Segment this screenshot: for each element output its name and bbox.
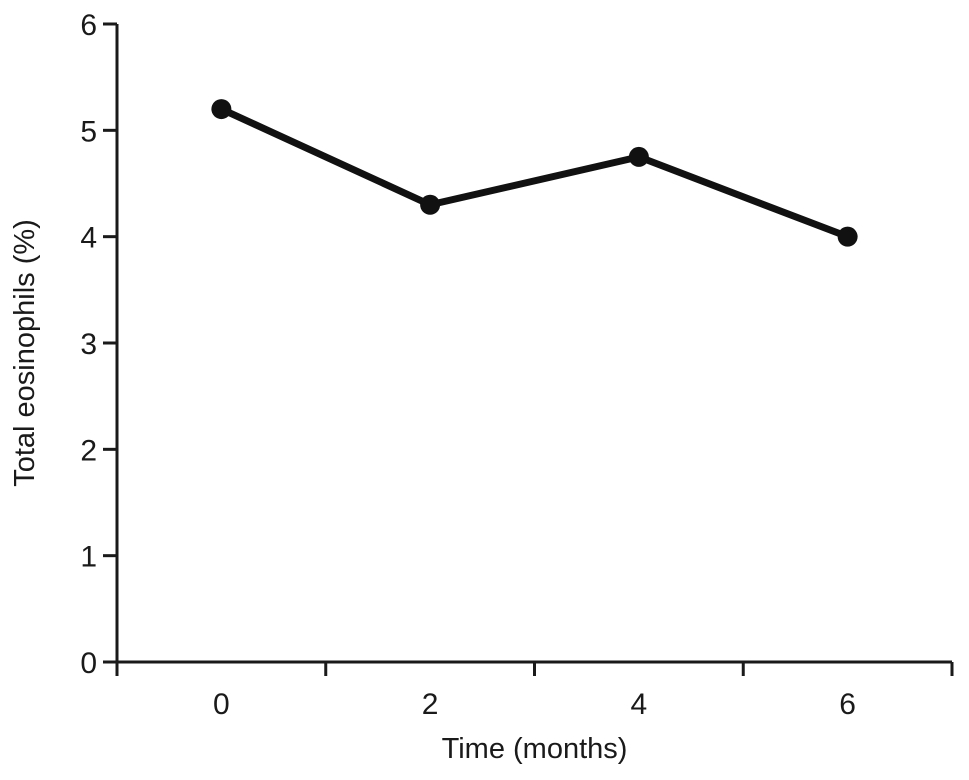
x-axis: 0 2 4 6 xyxy=(115,660,954,721)
series-layer xyxy=(211,99,858,247)
y-tick-label: 4 xyxy=(80,222,97,255)
y-axis: 0 1 2 3 4 5 6 xyxy=(80,9,119,680)
y-tick-label: 3 xyxy=(80,328,97,361)
series-line xyxy=(217,105,852,241)
data-point xyxy=(628,146,649,167)
x-tick-label: 2 xyxy=(422,688,439,721)
x-tick-label: 4 xyxy=(631,688,648,721)
data-point xyxy=(420,194,441,215)
data-point xyxy=(211,99,232,120)
x-axis-title: Time (months) xyxy=(442,733,628,765)
y-tick-label: 2 xyxy=(80,434,97,467)
x-tick-label: 0 xyxy=(213,688,230,721)
x-tick-label: 6 xyxy=(839,688,856,721)
y-tick-label: 6 xyxy=(80,9,97,42)
y-tick-label: 0 xyxy=(80,647,97,680)
y-tick-label: 5 xyxy=(80,115,97,148)
data-point xyxy=(837,226,858,247)
y-tick-label: 1 xyxy=(80,541,97,574)
y-axis-title: Total eosinophils (%) xyxy=(9,219,41,487)
